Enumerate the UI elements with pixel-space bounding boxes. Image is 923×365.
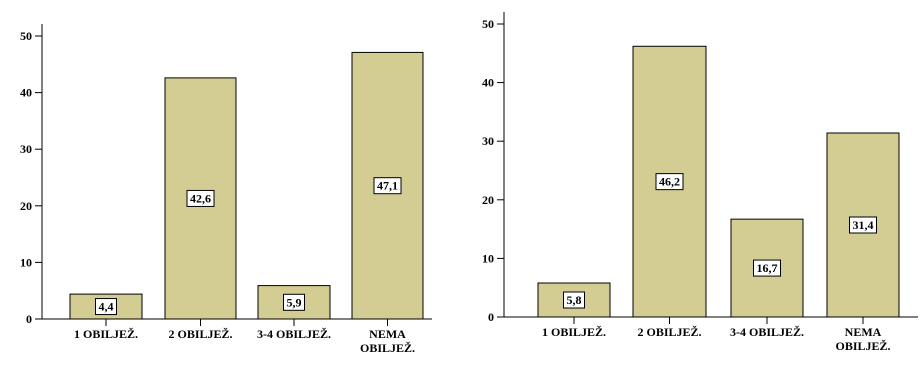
x-tick-label: 2 OBILJEŽ. — [637, 325, 701, 339]
data-label: 4,4 — [95, 298, 117, 316]
y-tick-label: 10 — [482, 251, 494, 265]
data-label-text: 5,8 — [567, 293, 582, 307]
x-tick-label: 1 OBILJEŽ. — [542, 325, 606, 339]
data-label-box — [655, 173, 684, 191]
data-label-box — [563, 291, 585, 309]
y-tick-label: 30 — [482, 134, 494, 148]
y-tick-label: 10 — [20, 255, 32, 269]
data-label: 5,9 — [283, 293, 305, 311]
data-label-text: 47,1 — [377, 179, 398, 193]
x-tick-label: 3-4 OBILJEŽ. — [730, 325, 804, 339]
data-label-text: 16,7 — [757, 261, 778, 275]
data-label: 31,4 — [849, 216, 877, 234]
data-label-box — [753, 259, 781, 277]
x-tick-label: OBILJEŽ. — [360, 341, 415, 355]
y-tick-label: 50 — [482, 17, 494, 31]
data-label-text: 46,2 — [659, 175, 680, 189]
y-tick-label: 40 — [20, 86, 32, 100]
x-tick-label: NEMA — [369, 327, 406, 341]
data-label-box — [186, 189, 215, 207]
x-tick-label: 2 OBILJEŽ. — [168, 327, 232, 341]
data-label-text: 5,9 — [287, 295, 302, 309]
data-label: 16,7 — [753, 259, 781, 277]
data-label-text: 42,6 — [190, 191, 211, 205]
data-label-text: 4,4 — [99, 300, 114, 314]
chart-right: 0 10 20 30 40 50 1 OBILJEŽ. 5,8 2 OBILJEŽ. 46,2 3-… — [482, 12, 918, 353]
data-label-box — [373, 177, 402, 195]
x-tick-label: 1 OBILJEŽ. — [74, 327, 138, 341]
y-tick-label: 30 — [20, 142, 32, 156]
x-tick-label: OBILJEŽ. — [835, 339, 890, 353]
data-label-box — [849, 216, 877, 234]
x-tick-label: 3-4 OBILJEŽ. — [257, 327, 331, 341]
y-tick-label: 0 — [488, 310, 494, 324]
data-label: 5,8 — [563, 291, 585, 309]
y-tick-label: 20 — [20, 199, 32, 213]
data-label: 42,6 — [186, 189, 215, 207]
data-label-box — [283, 293, 305, 311]
chart-left: 0 10 20 30 40 50 1 OBILJEŽ. 4,4 2 OBILJEŽ. 42,6 3-… — [20, 24, 432, 355]
y-tick-label: 20 — [482, 193, 494, 207]
data-label: 46,2 — [655, 173, 684, 191]
data-label-text: 31,4 — [853, 218, 874, 232]
y-tick-label: 40 — [482, 76, 494, 90]
x-tick-label: NEMA — [845, 325, 882, 339]
data-label-box — [95, 298, 117, 316]
data-label: 47,1 — [373, 177, 402, 195]
y-tick-label: 50 — [20, 29, 32, 43]
y-tick-label: 0 — [26, 312, 32, 326]
